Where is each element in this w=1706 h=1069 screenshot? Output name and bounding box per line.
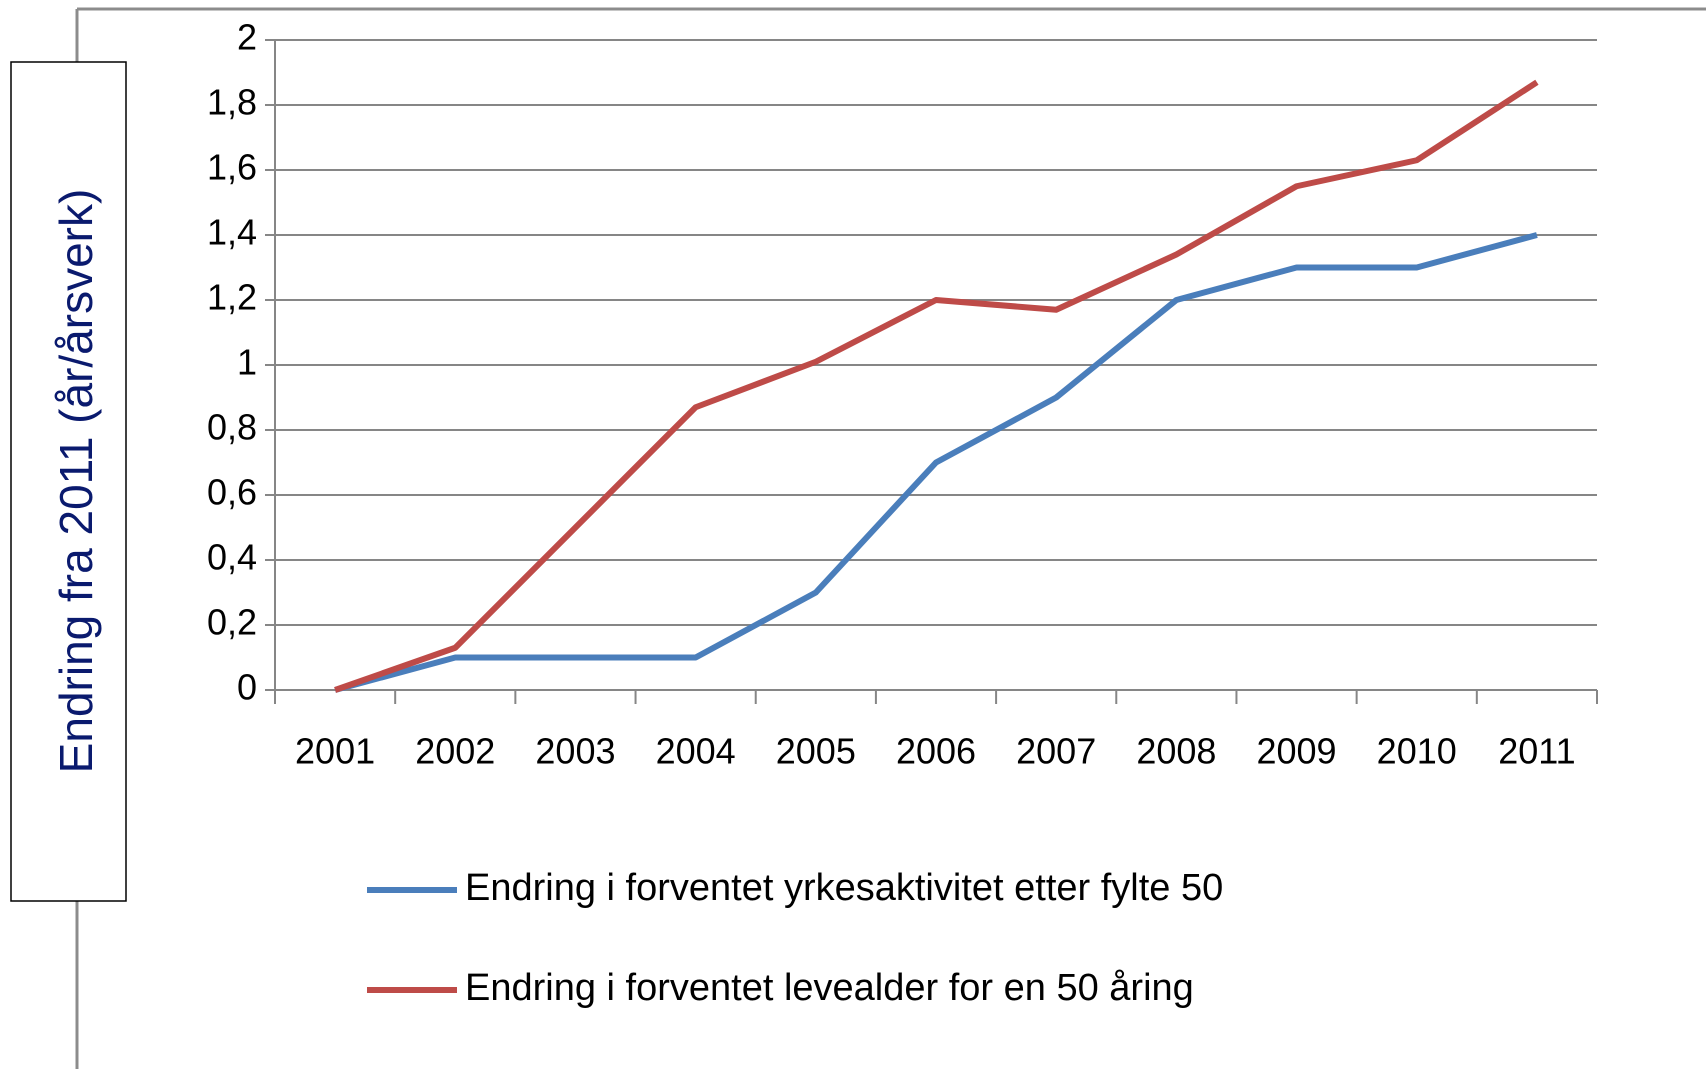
x-tick-label: 2011 xyxy=(1498,731,1575,772)
x-tick-label: 2002 xyxy=(415,731,495,772)
x-tick-label: 2003 xyxy=(535,731,615,772)
y-tick-label: 2 xyxy=(237,17,257,58)
x-tick-label: 2005 xyxy=(776,731,856,772)
y-tick-label: 0,2 xyxy=(207,602,257,643)
x-tick-label: 2007 xyxy=(1016,731,1096,772)
y-tick-label: 0,6 xyxy=(207,472,257,513)
y-label-box xyxy=(10,61,127,902)
x-tick-label: 2009 xyxy=(1256,731,1336,772)
legend-label: Endring i forventet levealder for en 50 … xyxy=(465,967,1194,1009)
series-line xyxy=(334,232,1538,693)
y-tick-label: 1,4 xyxy=(207,212,257,253)
x-tick-label: 2006 xyxy=(896,731,976,772)
y-tick-label: 1,2 xyxy=(207,277,257,318)
y-tick-label: 0 xyxy=(237,667,257,708)
y-tick-label: 1,6 xyxy=(207,147,257,188)
y-axis-label: Endring fra 2011 (år/årsverk) xyxy=(50,189,102,774)
legend-label: Endring i forventet yrkesaktivitet etter… xyxy=(465,867,1223,909)
y-tick-label: 0,4 xyxy=(207,537,257,578)
x-tick-label: 2004 xyxy=(656,731,736,772)
y-tick-label: 1,8 xyxy=(207,82,257,123)
y-tick-label: 0,8 xyxy=(207,407,257,448)
y-tick-label: 1 xyxy=(237,342,257,383)
x-tick-label: 2008 xyxy=(1136,731,1216,772)
x-tick-label: 2001 xyxy=(295,731,375,772)
series-line xyxy=(334,79,1539,693)
x-tick-label: 2010 xyxy=(1377,731,1457,772)
